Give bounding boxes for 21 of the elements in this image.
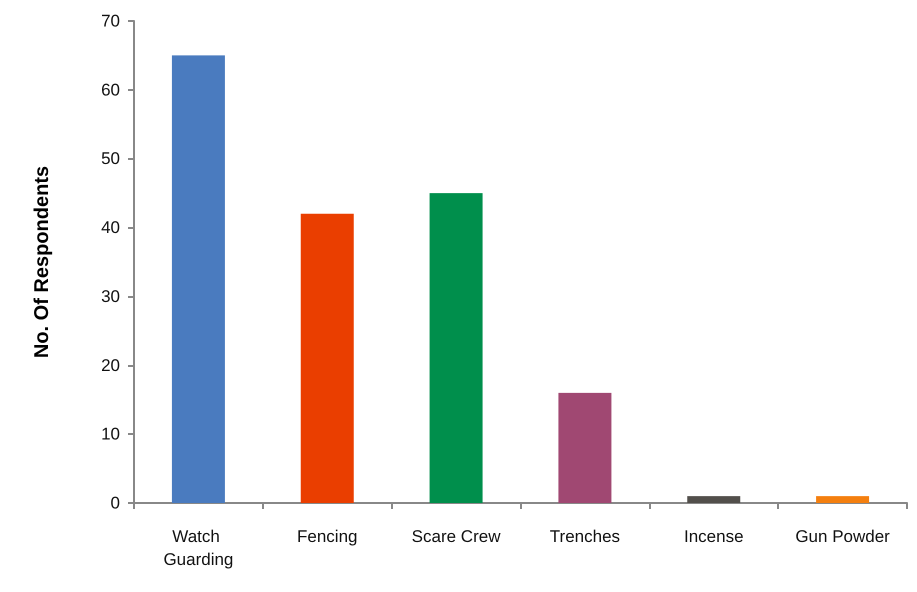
x-tick-label: Fencing	[297, 527, 358, 546]
y-tick-label: 20	[101, 356, 120, 375]
bar	[172, 55, 225, 503]
bar	[430, 193, 483, 503]
bar	[687, 496, 740, 503]
y-tick-label: 50	[101, 149, 120, 168]
y-tick-label: 30	[101, 286, 120, 306]
y-tick-label: 0	[110, 494, 120, 512]
x-tick-label: Trenches	[550, 527, 620, 546]
y-axis-title: No. Of Respondents	[31, 166, 53, 358]
y-tick-label: 10	[101, 424, 120, 444]
bar	[558, 392, 612, 503]
bar	[300, 214, 354, 503]
bar	[816, 496, 870, 503]
y-tick-label: 40	[101, 218, 120, 238]
y-tick-label: 70	[101, 12, 120, 30]
y-tick-label: 60	[101, 80, 120, 100]
x-tick-label: Incense	[684, 527, 744, 546]
x-tick-label: Scare Crew	[412, 527, 502, 546]
x-tick-label: Gun Powder	[795, 527, 890, 546]
x-tick-label: Watch Guarding	[163, 527, 234, 569]
